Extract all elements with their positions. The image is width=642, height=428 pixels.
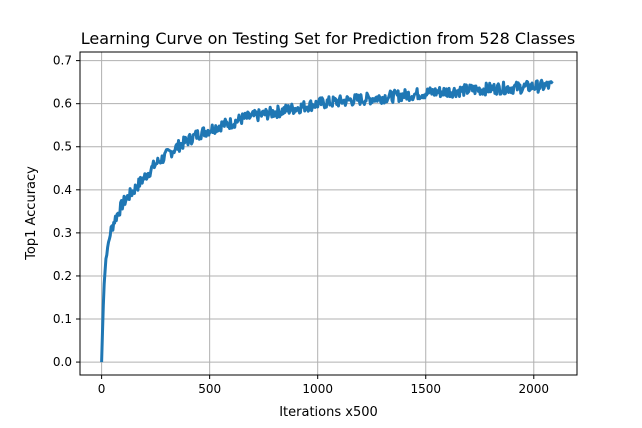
y-tick-label: 0.5 [53,140,72,154]
y-tick-label: 0.3 [53,226,72,240]
x-tick-label: 1500 [410,382,441,396]
x-axis-label: Iterations x500 [279,405,378,420]
series-line [100,78,554,363]
grid-lines [80,52,577,375]
x-tick-label: 500 [198,382,221,396]
y-tick-label: 0.7 [53,54,72,68]
x-tick-label: 0 [98,382,106,396]
x-tick-label: 1000 [302,382,333,396]
y-axis-label: Top1 Accuracy [24,166,39,261]
y-tick-label: 0.4 [53,183,72,197]
chart-title: Learning Curve on Testing Set for Predic… [81,29,575,48]
plot-frame [79,51,578,376]
x-tick-label: 2000 [519,382,550,396]
y-tick-label: 0.0 [53,355,72,369]
y-tick-label: 0.2 [53,269,72,283]
series-group [100,78,554,363]
y-tick-label: 0.1 [53,312,72,326]
tick-group: 0 500 1000 1500 2000 0.0 0.1 0.2 0.3 0.4 0.5 0.6 0.7 [53,54,549,396]
y-tick-label: 0.6 [53,97,72,111]
